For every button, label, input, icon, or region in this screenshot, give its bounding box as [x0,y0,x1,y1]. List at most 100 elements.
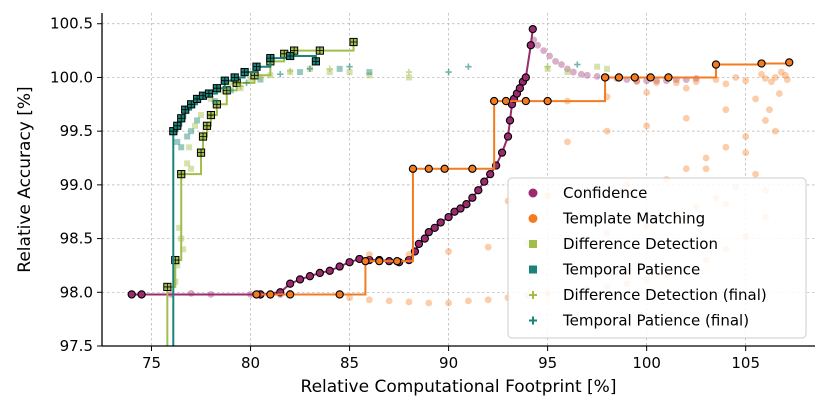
template-matching-frontier-point [286,290,295,299]
temporal-patience-point [188,128,195,135]
template-matching-frontier-point [392,256,402,266]
y-tick-label: 99.0 [60,176,93,194]
temporal-patience-final-point [306,65,314,73]
confidence-frontier-point [137,290,146,299]
temporal-patience-final-point [243,79,250,87]
difference-detection-point [564,69,571,76]
template-matching-point [722,143,730,151]
difference-detection-point [207,95,214,102]
difference-detection-frontier-point [198,132,208,141]
template-matching-point [484,243,492,251]
template-matching-point [682,114,690,122]
confidence-frontier-point [420,234,429,243]
x-tick-label: 90 [439,354,458,372]
template-matching-point [758,70,765,78]
difference-detection-frontier-point-cross [199,132,207,141]
temporal-patience-frontier-point [173,121,182,130]
difference-detection-point [174,262,181,269]
temporal-patience-frontier-point [177,114,186,123]
difference-detection-point [604,65,611,72]
template-matching-point [385,297,393,305]
legend-plus-icon [529,291,537,299]
confidence-point [552,57,559,65]
confidence-frontier-point [526,41,535,50]
template-matching-point [752,170,759,178]
difference-detection-final-point [544,63,551,70]
template-matching-point [643,122,651,130]
legend-circle-icon [528,188,538,198]
template-matching-point [465,297,472,305]
difference-detection-frontier-point [222,86,231,95]
difference-detection-point [405,74,412,81]
template-matching-point [783,76,791,83]
template-matching-frontier-line [256,62,791,296]
temporal-patience-frontier-point [230,73,239,82]
template-matching-point [752,95,759,103]
template-matching-point [682,84,690,92]
temporal-patience-frontier-point [252,62,261,71]
confidence-frontier-point [486,169,495,179]
difference-detection-frontier-point-cross [177,170,185,178]
axes: 75 80 85 90 95 100 105 97.5 98.0 98.5 99.0 99.5 100.… [50,13,815,372]
difference-detection-frontier-point [315,46,324,55]
x-tick-label: 105 [731,354,760,372]
template-matching-point [564,138,571,146]
template-matching-point [365,251,373,259]
x-tick-label: 95 [538,354,557,372]
temporal-patience-frontier-point-cross [213,84,221,92]
temporal-patience-final-point [277,71,284,78]
confidence-frontier-point [456,204,465,213]
temporal-patience-frontier-point [266,54,275,63]
template-matching-frontier-point [501,96,511,106]
difference-detection-point [326,69,333,76]
template-matching-frontier-point [646,73,655,82]
template-matching-point [484,296,492,304]
series-temporal-patience [169,51,373,346]
difference-detection-frontier-point [163,282,172,292]
difference-detection-point [176,224,183,231]
temporal-patience-frontier-point-cross [241,68,249,76]
template-matching-point [445,248,452,255]
temporal-patience-frontier-point [220,76,229,85]
legend-label: Difference Detection (final) [563,286,767,304]
confidence-frontier-point [315,268,325,278]
temporal-patience-frontier-point-cross [177,114,185,122]
x-tick-label: 80 [241,354,260,372]
confidence-frontier-point [462,200,471,209]
confidence-point [593,72,601,80]
temporal-patience-frontier-point-cross [205,89,213,98]
template-matching-frontier-point [440,164,449,173]
confidence-frontier-point [335,262,344,271]
confidence-frontier-point [414,239,424,249]
confidence-frontier-point [474,186,483,195]
difference-detection-final-point [326,65,333,73]
confidence-point [558,61,565,68]
legend-label: Template Matching [562,210,705,228]
temporal-patience-frontier-point [311,57,320,66]
confidence-frontier-point [505,116,515,125]
temporal-patience-frontier-point [286,51,295,61]
legend-label: Confidence [563,184,647,202]
template-matching-point [742,77,750,85]
difference-detection-frontier-point-cross [213,100,221,108]
confidence-frontier-point [295,275,305,284]
template-matching-point [702,154,710,162]
template-matching-frontier-point [361,256,370,266]
template-matching-frontier-point [252,290,261,299]
x-tick-label: 100 [632,354,661,372]
legend-entry: Temporal Patience [529,261,700,279]
difference-detection-final-point [286,67,294,75]
y-tick-label: 98.5 [60,230,93,248]
confidence-frontier-point [528,24,537,34]
temporal-patience-frontier-point [181,105,190,114]
template-matching-frontier-point [521,96,530,106]
series-confidence [127,24,700,299]
temporal-patience-frontier-point [212,84,221,93]
confidence-point [569,68,577,76]
temporal-patience-point [336,65,343,72]
difference-detection-frontier-point [196,148,206,157]
confidence-point [187,289,195,297]
difference-detection-point [346,69,353,76]
template-matching-point [405,298,413,306]
template-matching-point [672,79,680,87]
